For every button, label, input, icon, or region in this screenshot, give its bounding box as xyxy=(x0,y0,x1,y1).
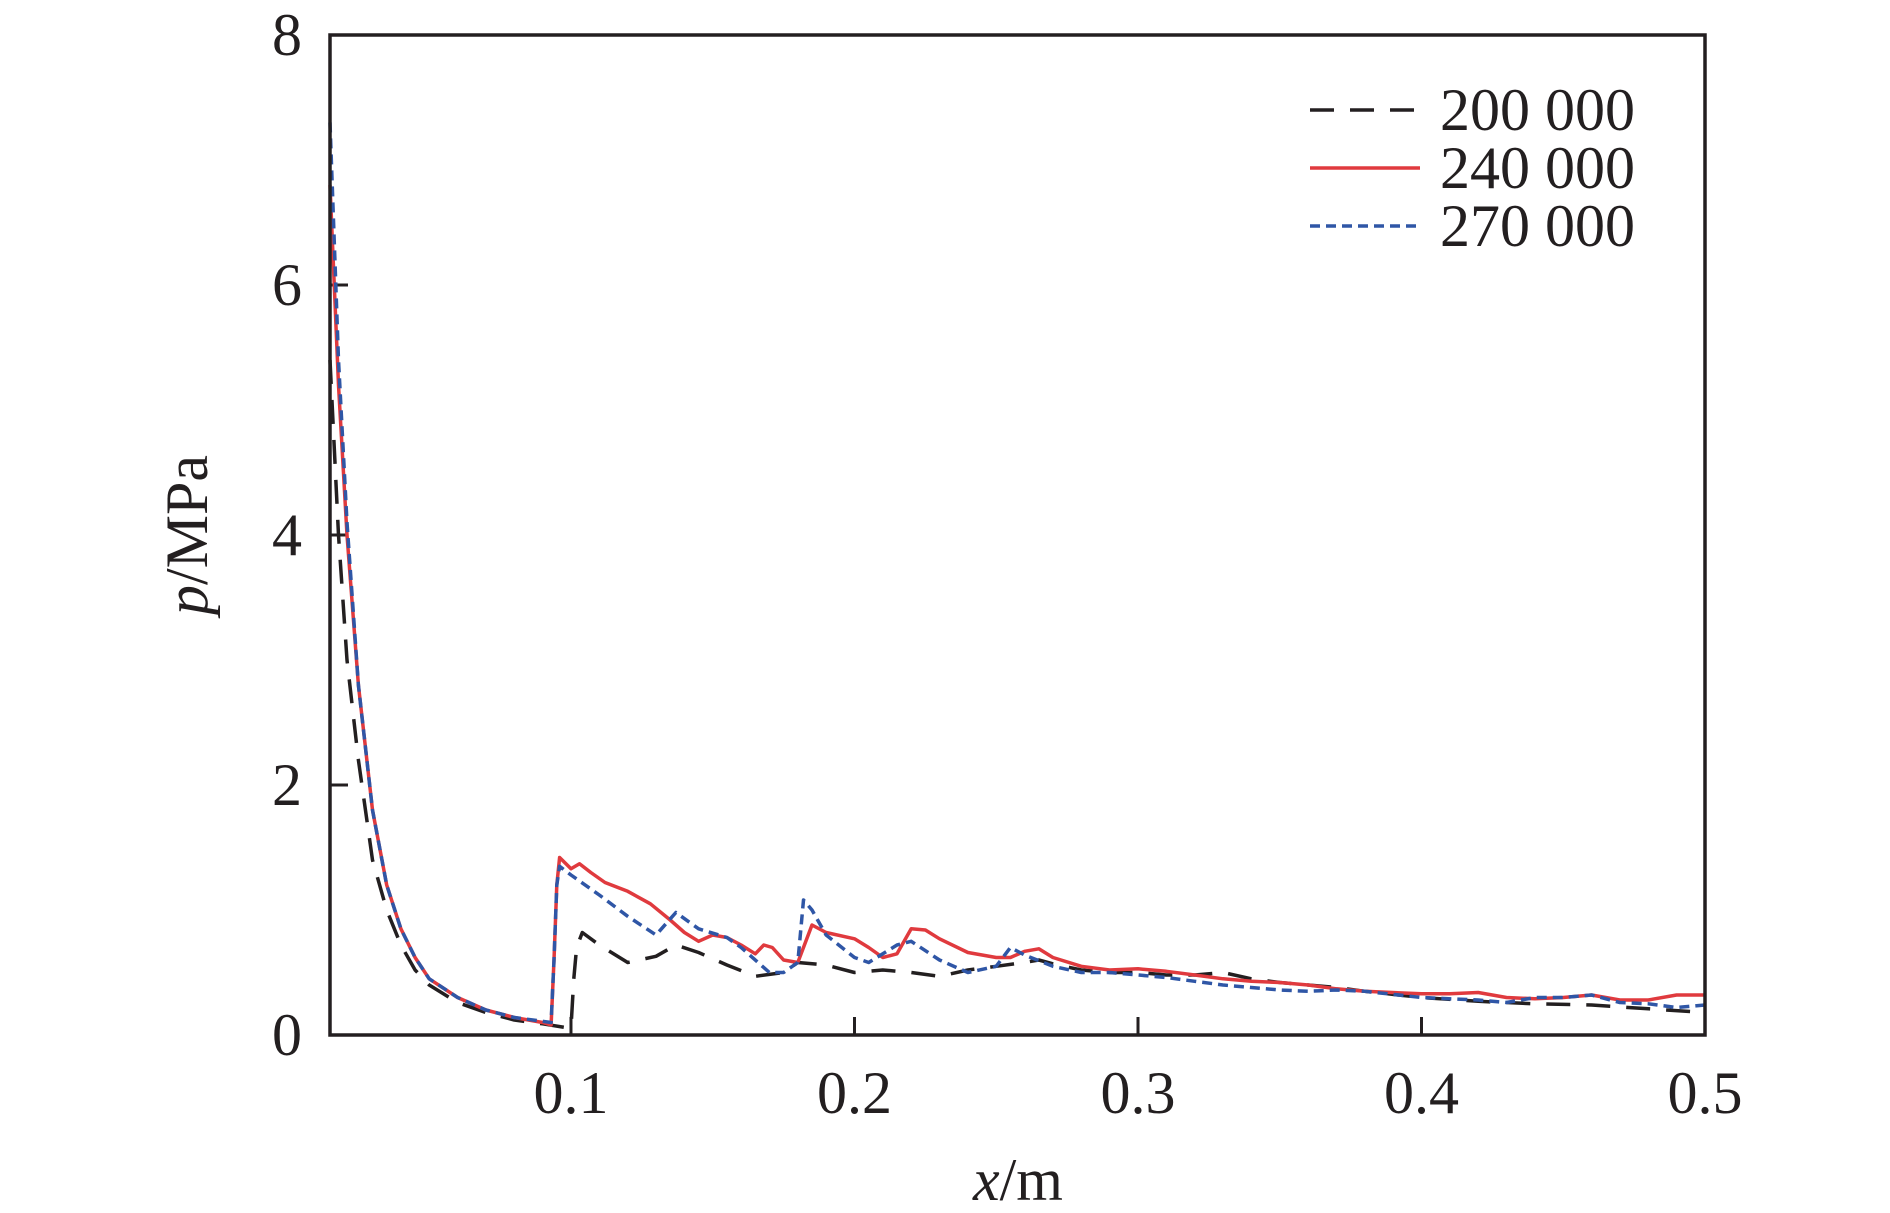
x-tick-label: 0.1 xyxy=(533,1060,608,1126)
legend-label-2: 240 000 xyxy=(1440,135,1635,201)
y-tick-label: 8 xyxy=(272,2,302,68)
series-lines xyxy=(328,122,1706,1030)
y-tick-label: 0 xyxy=(272,1002,302,1068)
x-tick-label: 0.3 xyxy=(1100,1060,1175,1126)
y-axis-title: p/MPa xyxy=(154,455,220,619)
y-axis-variable: p xyxy=(154,585,220,619)
y-tick-label: 6 xyxy=(272,252,302,318)
series-line-3 xyxy=(328,122,1706,1025)
y-axis-unit: /MPa xyxy=(154,455,220,585)
series-line-1 xyxy=(328,359,1706,1030)
x-axis-variable: x xyxy=(972,1147,1000,1213)
y-tick-label: 2 xyxy=(272,752,302,818)
y-tick-label: 4 xyxy=(272,502,302,568)
series-line-2 xyxy=(328,184,1705,1027)
x-axis-title: x/m xyxy=(972,1147,1063,1213)
legend-label-3: 270 000 xyxy=(1440,193,1635,259)
legend-label-1: 200 000 xyxy=(1440,77,1635,143)
plot-frame xyxy=(328,33,1707,1037)
x-tick-label: 0.5 xyxy=(1668,1060,1743,1126)
x-tick-label: 0.4 xyxy=(1384,1060,1459,1126)
x-axis-unit: /m xyxy=(1000,1147,1063,1213)
x-tick-label: 0.2 xyxy=(817,1060,892,1126)
tick-labels: 0.1 0.2 0.3 0.4 0.5 0 2 4 6 8 xyxy=(272,2,1743,1126)
